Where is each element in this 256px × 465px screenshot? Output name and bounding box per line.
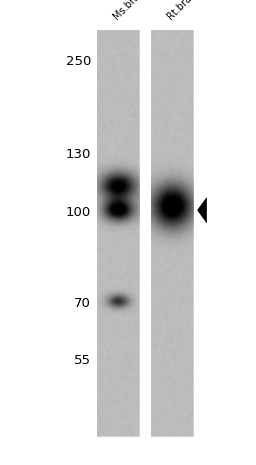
Polygon shape xyxy=(197,197,207,224)
Text: 70: 70 xyxy=(74,297,91,310)
Text: Ms.brain: Ms.brain xyxy=(111,0,148,21)
Text: 100: 100 xyxy=(66,206,91,219)
Text: 130: 130 xyxy=(66,148,91,161)
Bar xyxy=(0,0,97,465)
Bar xyxy=(97,437,194,465)
Text: Rt.brain: Rt.brain xyxy=(165,0,200,21)
Bar xyxy=(194,0,256,465)
Bar xyxy=(140,0,151,465)
Text: 250: 250 xyxy=(66,55,91,68)
Bar xyxy=(97,0,194,30)
Text: 55: 55 xyxy=(74,354,91,367)
